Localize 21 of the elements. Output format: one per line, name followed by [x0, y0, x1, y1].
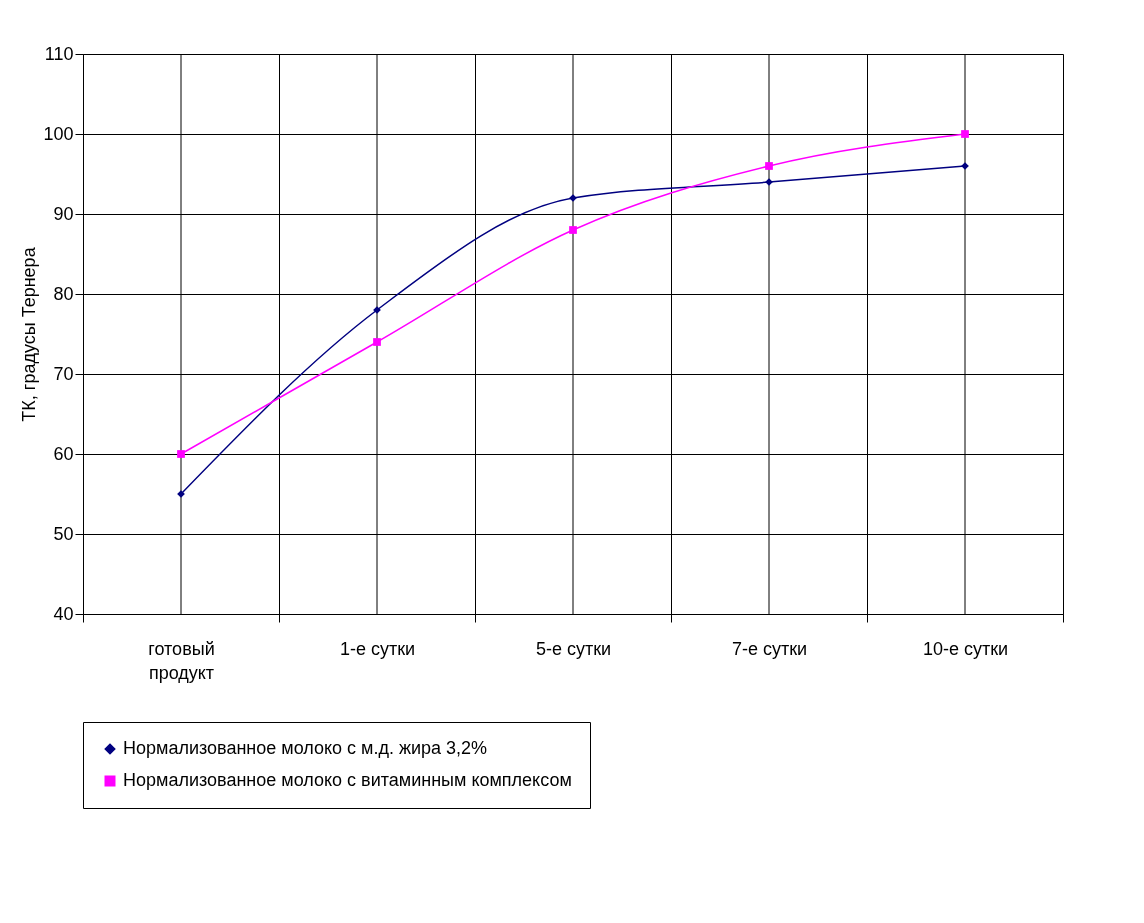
y-tick-label: 70: [53, 363, 74, 384]
y-tick-label: 100: [43, 123, 74, 144]
x-tick-label: 1-е сутки: [339, 638, 416, 659]
y-axis-title: ТК, градусы Тернера: [19, 246, 40, 422]
point: [373, 338, 381, 346]
point: [569, 226, 577, 234]
point: [177, 450, 185, 458]
x-tick-label: 7-е сутки: [731, 638, 808, 659]
y-tick-label: 80: [53, 283, 74, 304]
legend-label: Нормализованное молоко с витаминным комплексом: [123, 770, 572, 790]
y-tick-label: 50: [53, 523, 74, 544]
y-tick-label: 110: [44, 43, 74, 64]
y-tick-label: 40: [53, 603, 74, 624]
x-tick-label: готовый продукт: [148, 638, 215, 683]
y-tick-label: 60: [53, 443, 74, 464]
x-tick-label: 5-е сутки: [535, 638, 612, 659]
legend-label: Нормализованное молоко с м.д. жира 3,2%: [123, 738, 488, 758]
x-tick-label: 10-е сутки: [922, 638, 1009, 659]
point: [765, 162, 773, 170]
point: [961, 130, 969, 138]
y-tick-label: 90: [53, 203, 74, 224]
